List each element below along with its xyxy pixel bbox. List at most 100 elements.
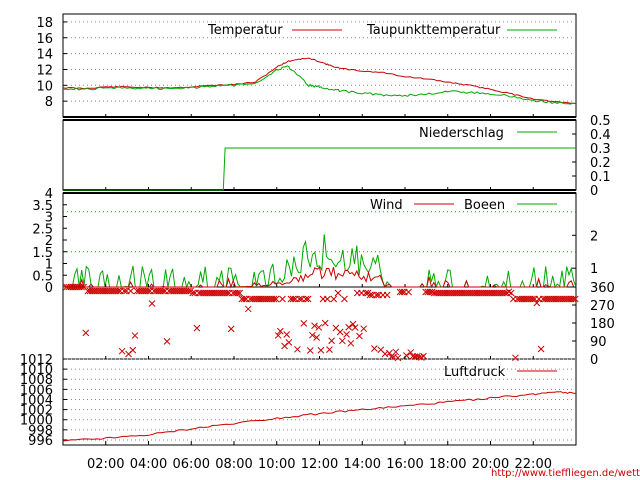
x-tick-label: 16:00: [386, 457, 423, 472]
winddir-point: [315, 324, 323, 331]
x-tick-label: 02:00: [87, 457, 124, 472]
pressure-ytick-label: 1004: [20, 393, 53, 408]
pressure-ytick-label: 1010: [20, 363, 53, 378]
winddir-point: [326, 346, 333, 353]
winddir-rtick-label: 270: [590, 299, 615, 314]
winddir-point: [349, 320, 357, 328]
precip-rtick-label: 0.4: [590, 128, 611, 143]
winddir-point: [571, 295, 579, 303]
winddir-point: [78, 283, 85, 291]
legend-wind-label: Wind: [370, 198, 403, 213]
series-niederschlag-line: [63, 147, 576, 191]
pressure-ytick-label: 1000: [20, 414, 53, 429]
winddir-point: [428, 288, 436, 296]
winddir-point: [501, 289, 509, 297]
winddir-point: [347, 339, 355, 347]
winddir-point: [144, 287, 152, 295]
winddir-point: [223, 289, 231, 297]
winddir-point: [159, 287, 167, 295]
pressure-ytick-label: 996: [28, 434, 53, 449]
winddir-point: [296, 295, 303, 303]
temp-ytick-label: 10: [36, 79, 53, 94]
pressure-ytick-label: 998: [28, 424, 53, 439]
legend-luftdruck-label: Luftdruck: [444, 365, 506, 380]
winddir-point: [351, 324, 359, 331]
x-tick-label: 06:00: [173, 457, 210, 472]
winddir-point: [334, 289, 342, 297]
winddir-point: [426, 288, 434, 296]
winddir-point: [276, 327, 284, 335]
winddir-point: [338, 337, 346, 345]
winddir-point: [373, 291, 380, 299]
winddir-point: [403, 352, 410, 359]
winddir-point: [236, 289, 244, 297]
winddir-point: [227, 325, 235, 333]
winddir-point: [272, 295, 280, 303]
temp-ytick-label: 12: [36, 63, 53, 78]
winddir-point: [234, 289, 241, 297]
winddir-point: [420, 352, 427, 360]
winddir-point: [131, 332, 139, 339]
winddir-point: [270, 295, 278, 303]
precip-rtick-label: 0.3: [590, 142, 611, 157]
winddir-point: [114, 287, 122, 295]
winddir-point: [309, 331, 316, 339]
winddir-point: [328, 337, 335, 345]
wind-ytick-label: 1.5: [32, 246, 53, 261]
x-tick-label: 12:00: [301, 457, 338, 472]
source-url: http://www.tiefflie­gen.de/wetter/: [491, 468, 640, 479]
legend-temperatur-label: Temperatur: [207, 23, 283, 38]
winddir-point: [244, 305, 252, 313]
winddir-point: [356, 332, 363, 340]
winddir-point: [398, 288, 406, 296]
wind-ytick-label: 1: [45, 258, 53, 273]
temp-ytick-label: 16: [36, 32, 53, 47]
wind-ytick-label: 2: [45, 234, 53, 249]
temp-ytick-label: 18: [36, 16, 53, 31]
winddir-point: [120, 287, 128, 295]
wind-ytick-label: 0: [45, 281, 53, 296]
winddir-point: [394, 354, 402, 362]
winddir-point: [306, 347, 314, 354]
legend-taupunkt-label: Taupunkttemperatur: [366, 23, 501, 38]
winddir-point: [304, 295, 312, 303]
winddir-point: [343, 330, 350, 338]
winddir-point: [148, 300, 156, 307]
wind-ytick-label: 4: [45, 187, 53, 202]
temp-ytick-label: 8: [45, 95, 53, 110]
winddir-point: [362, 289, 370, 297]
winddir-point: [274, 332, 282, 339]
series-temperatur-line: [62, 57, 576, 104]
pressure-ytick-label: 1012: [20, 353, 53, 368]
x-tick-label: 18:00: [429, 457, 466, 472]
wind-ytick-label: 3: [45, 211, 53, 226]
winddir-point: [383, 291, 391, 299]
winddir-point: [82, 329, 90, 337]
wind-rtick-label: 1: [590, 262, 598, 277]
winddir-point: [330, 295, 338, 303]
winddir-point: [405, 288, 412, 296]
series-luftdruck-line: [62, 391, 576, 442]
x-tick-label: 08:00: [215, 457, 252, 472]
pressure-ytick-label: 1006: [20, 383, 53, 398]
precip-rtick-label: 0.1: [590, 170, 611, 185]
winddir-point: [193, 324, 201, 332]
pressure-ytick-label: 1002: [20, 404, 53, 419]
winddir-point: [360, 325, 368, 333]
wind-rtick-label: 2: [590, 229, 598, 244]
winddir-point: [283, 331, 291, 338]
winddir-point: [285, 339, 293, 346]
precip-rtick-label: 0.2: [590, 156, 611, 171]
winddir-point: [313, 334, 321, 341]
winddir-point: [533, 299, 541, 307]
winddir-point: [317, 346, 325, 354]
wind-ytick-label: 3.5: [32, 199, 53, 214]
winddir-point: [129, 346, 137, 354]
temp-ytick-label: 14: [36, 48, 53, 63]
winddir-point: [127, 287, 135, 295]
x-tick-label: 20:00: [472, 457, 509, 472]
winddir-rtick-label: 360: [590, 281, 615, 296]
winddir-point: [537, 345, 545, 353]
series-taupunkttemperatur-line: [62, 65, 576, 105]
